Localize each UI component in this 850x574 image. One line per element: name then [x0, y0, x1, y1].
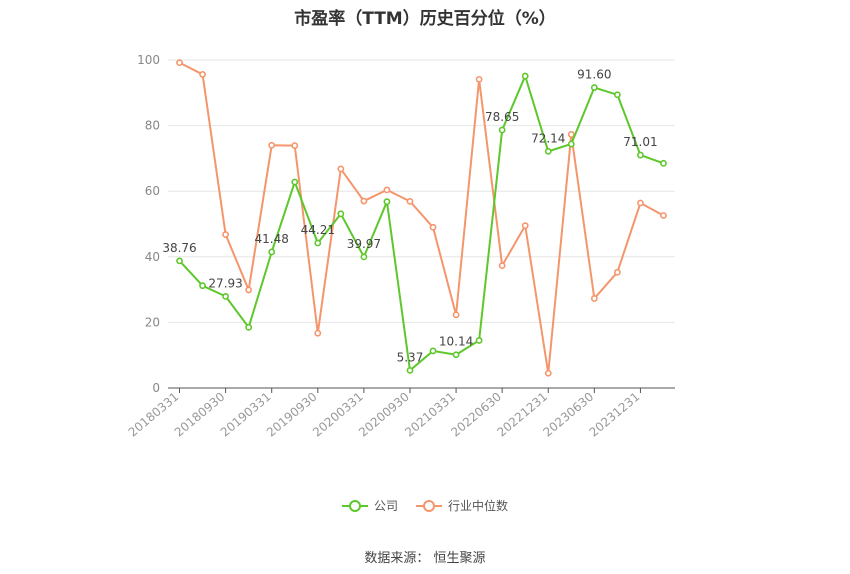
- data-label: 39.97: [347, 237, 381, 251]
- chart-title: 市盈率（TTM）历史百分位（%）: [294, 9, 556, 29]
- data-point-company: [590, 84, 598, 91]
- x-tick-label: 20190930: [264, 390, 320, 440]
- data-point-industry-median: [660, 212, 667, 219]
- data-label: 5.37: [397, 350, 424, 364]
- data-point-company: [429, 347, 437, 355]
- x-tick-label: 20200331: [310, 390, 366, 440]
- data-point-industry-median: [176, 59, 183, 67]
- y-tick-label: 60: [145, 184, 160, 198]
- data-source: 数据来源： 恒生聚源: [364, 551, 486, 566]
- data-point-industry-median: [383, 186, 391, 194]
- data-point-company: [567, 140, 575, 148]
- data-point-company: [521, 72, 529, 80]
- legend-label-company: 公司: [373, 499, 398, 513]
- data-label: 38.76: [162, 241, 196, 255]
- data-point-industry-median: [222, 231, 230, 238]
- legend-label-industry-median: 行业中位数: [448, 499, 509, 513]
- chart-legend: 公司 行业中位数: [0, 497, 850, 514]
- x-tick-label: 20180331: [126, 390, 182, 440]
- data-point-company: [199, 282, 206, 290]
- data-point-industry-median: [268, 141, 276, 149]
- data-label: 91.60: [577, 68, 611, 82]
- data-point-industry-median: [245, 286, 253, 294]
- series-line-industry-median: [179, 61, 664, 375]
- legend-marker-industry-median: [416, 499, 442, 512]
- data-point-company: [314, 239, 322, 247]
- data-point-company: [337, 210, 345, 218]
- data-label: 78.65: [485, 110, 519, 124]
- data-point-company: [291, 178, 299, 186]
- data-point-company: [383, 198, 391, 206]
- data-point-company: [498, 126, 506, 134]
- y-tick-label: 80: [145, 119, 160, 133]
- data-point-company: [176, 257, 183, 265]
- legend-item-company[interactable]: 公司: [341, 497, 398, 514]
- data-point-industry-median: [314, 329, 322, 337]
- data-point-company: [452, 351, 460, 359]
- data-point-company: [406, 366, 414, 374]
- data-point-company: [245, 323, 253, 331]
- x-tick-label: 20220630: [448, 390, 504, 440]
- data-point-industry-median: [567, 131, 575, 138]
- legend-item-industry-median[interactable]: 行业中位数: [416, 497, 508, 514]
- data-point-industry-median: [498, 262, 506, 270]
- data-point-industry-median: [475, 75, 483, 83]
- data-point-industry-median: [406, 197, 414, 205]
- x-tick-label: 20231231: [587, 390, 643, 440]
- data-point-company: [544, 147, 552, 155]
- data-point-industry-median: [429, 223, 437, 231]
- data-label: 72.14: [531, 131, 565, 145]
- data-label: 41.48: [255, 232, 289, 246]
- y-tick-label: 40: [145, 250, 160, 264]
- data-point-company: [613, 91, 621, 99]
- x-tick-label: 20180930: [172, 390, 228, 440]
- data-point-industry-median: [637, 199, 644, 207]
- data-label: 44.21: [301, 223, 335, 237]
- data-point-company: [222, 292, 230, 300]
- data-point-company: [268, 248, 276, 256]
- x-tick-label: 20230630: [540, 390, 596, 440]
- y-tick-label: 20: [145, 315, 160, 329]
- data-point-industry-median: [544, 369, 552, 377]
- legend-marker-company: [341, 499, 368, 512]
- data-point-industry-median: [337, 165, 345, 173]
- x-tick-label: 20200930: [356, 390, 412, 440]
- data-point-industry-median: [199, 71, 206, 78]
- data-point-company: [360, 253, 368, 261]
- data-point-industry-median: [291, 142, 299, 150]
- data-point-industry-median: [452, 311, 460, 319]
- data-label: 71.01: [623, 135, 657, 149]
- data-label: 27.93: [208, 276, 242, 290]
- data-point-industry-median: [360, 197, 368, 205]
- x-tick-label: 20190331: [218, 390, 274, 440]
- data-point-company: [475, 337, 483, 344]
- series-line-company: [178, 75, 664, 372]
- data-label: 10.14: [439, 335, 473, 349]
- data-point-industry-median: [613, 268, 621, 276]
- data-point-industry-median: [521, 222, 529, 230]
- x-tick-label: 20210331: [402, 390, 458, 440]
- data-point-company: [637, 151, 644, 159]
- data-point-company: [660, 159, 667, 167]
- y-tick-label: 100: [137, 53, 160, 67]
- x-tick-label: 20221231: [494, 390, 550, 440]
- y-tick-label: 0: [152, 381, 160, 395]
- data-point-industry-median: [590, 295, 598, 302]
